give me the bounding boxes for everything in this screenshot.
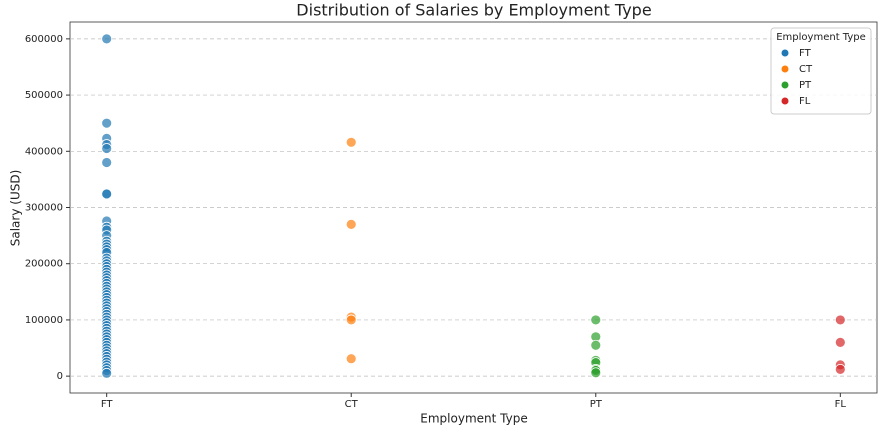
point <box>101 367 113 379</box>
y-tick-label: 600000 <box>25 34 63 45</box>
point <box>590 314 602 326</box>
chart-title: Distribution of Salaries by Employment T… <box>296 1 651 20</box>
legend-marker <box>781 65 789 73</box>
point <box>834 314 846 326</box>
point <box>101 188 113 200</box>
point <box>345 136 357 148</box>
y-tick-label: 400000 <box>25 146 63 157</box>
x-axis-label: Employment Type <box>420 412 527 426</box>
y-tick-label: 100000 <box>25 315 63 326</box>
legend-marker <box>781 81 789 89</box>
legend-marker <box>781 97 789 105</box>
legend-marker <box>781 49 789 57</box>
y-axis-label: Salary (USD) <box>9 170 23 247</box>
y-tick-label: 300000 <box>25 203 63 214</box>
point <box>345 314 357 326</box>
point <box>345 353 357 365</box>
y-tick-label: 0 <box>57 371 63 382</box>
y-tick-label: 500000 <box>25 90 63 101</box>
legend-label: FL <box>799 96 811 107</box>
x-tick-label: PT <box>590 399 603 410</box>
point <box>101 143 113 154</box>
point <box>590 367 602 379</box>
point <box>101 117 113 129</box>
legend-title: Employment Type <box>776 32 866 43</box>
x-tick-label: CT <box>345 399 359 410</box>
point <box>834 363 846 375</box>
point <box>590 339 602 351</box>
y-tick-label: 200000 <box>25 259 63 270</box>
legend-label: FT <box>799 48 812 59</box>
legend-label: PT <box>799 80 812 91</box>
x-tick-label: FL <box>835 399 847 410</box>
legend-label: CT <box>799 64 813 75</box>
legend-box <box>770 27 872 115</box>
point <box>101 33 113 45</box>
point <box>101 157 113 168</box>
x-tick-label: FT <box>101 399 114 410</box>
point <box>345 218 357 230</box>
point <box>834 337 846 348</box>
